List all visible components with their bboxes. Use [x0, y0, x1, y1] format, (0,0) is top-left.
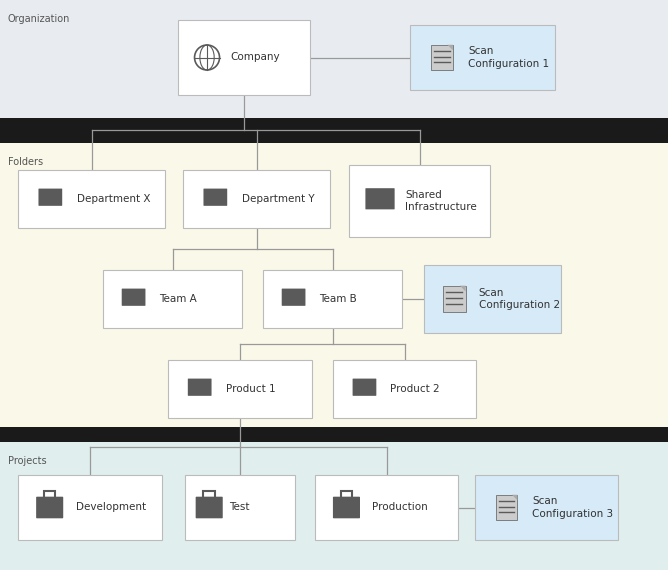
- FancyBboxPatch shape: [315, 475, 458, 540]
- FancyBboxPatch shape: [410, 25, 555, 90]
- Bar: [0, 0, 668, 128]
- FancyBboxPatch shape: [122, 288, 146, 306]
- FancyBboxPatch shape: [196, 496, 222, 518]
- Text: Department Y: Department Y: [242, 194, 315, 204]
- FancyBboxPatch shape: [18, 170, 165, 228]
- Text: Production: Production: [372, 503, 428, 512]
- Bar: [443, 286, 466, 312]
- FancyBboxPatch shape: [18, 475, 162, 540]
- FancyBboxPatch shape: [188, 378, 212, 396]
- FancyBboxPatch shape: [353, 379, 363, 382]
- Text: Scan
Configuration 2: Scan Configuration 2: [479, 288, 560, 310]
- FancyBboxPatch shape: [424, 265, 561, 333]
- Polygon shape: [512, 495, 518, 500]
- Bar: [0, 118, 668, 143]
- Bar: [0, 442, 668, 570]
- FancyBboxPatch shape: [204, 189, 227, 206]
- Text: Folders: Folders: [8, 157, 43, 167]
- Text: Department X: Department X: [77, 194, 150, 204]
- Text: Organization: Organization: [8, 14, 70, 24]
- FancyBboxPatch shape: [188, 379, 198, 382]
- FancyBboxPatch shape: [333, 496, 360, 518]
- Text: Shared
Infrastructure: Shared Infrastructure: [405, 190, 477, 212]
- Bar: [496, 495, 518, 520]
- Text: Development: Development: [75, 503, 146, 512]
- FancyBboxPatch shape: [36, 496, 63, 518]
- FancyBboxPatch shape: [183, 170, 330, 228]
- Text: Scan
Configuration 1: Scan Configuration 1: [468, 46, 549, 69]
- Text: Team A: Team A: [158, 294, 196, 304]
- FancyBboxPatch shape: [263, 270, 402, 328]
- FancyBboxPatch shape: [39, 189, 62, 206]
- Text: Projects: Projects: [8, 456, 47, 466]
- FancyBboxPatch shape: [475, 475, 618, 540]
- FancyBboxPatch shape: [349, 165, 490, 237]
- Bar: [0, 427, 668, 442]
- FancyBboxPatch shape: [178, 20, 310, 95]
- FancyBboxPatch shape: [103, 270, 242, 328]
- FancyBboxPatch shape: [365, 188, 395, 209]
- Bar: [431, 45, 453, 70]
- FancyBboxPatch shape: [185, 475, 295, 540]
- Polygon shape: [448, 45, 453, 50]
- Text: Product 2: Product 2: [390, 384, 440, 394]
- FancyBboxPatch shape: [122, 289, 132, 292]
- FancyBboxPatch shape: [204, 189, 214, 193]
- FancyBboxPatch shape: [333, 360, 476, 418]
- Polygon shape: [460, 286, 466, 291]
- Text: Test: Test: [229, 503, 250, 512]
- FancyBboxPatch shape: [353, 378, 376, 396]
- FancyBboxPatch shape: [282, 289, 292, 292]
- Text: Company: Company: [231, 52, 281, 63]
- Text: Team B: Team B: [319, 294, 356, 304]
- Text: Scan
Configuration 3: Scan Configuration 3: [532, 496, 613, 519]
- FancyBboxPatch shape: [168, 360, 312, 418]
- FancyBboxPatch shape: [282, 288, 305, 306]
- FancyBboxPatch shape: [366, 189, 378, 193]
- Text: Product 1: Product 1: [226, 384, 275, 394]
- FancyBboxPatch shape: [39, 189, 49, 193]
- Bar: [0, 143, 668, 427]
